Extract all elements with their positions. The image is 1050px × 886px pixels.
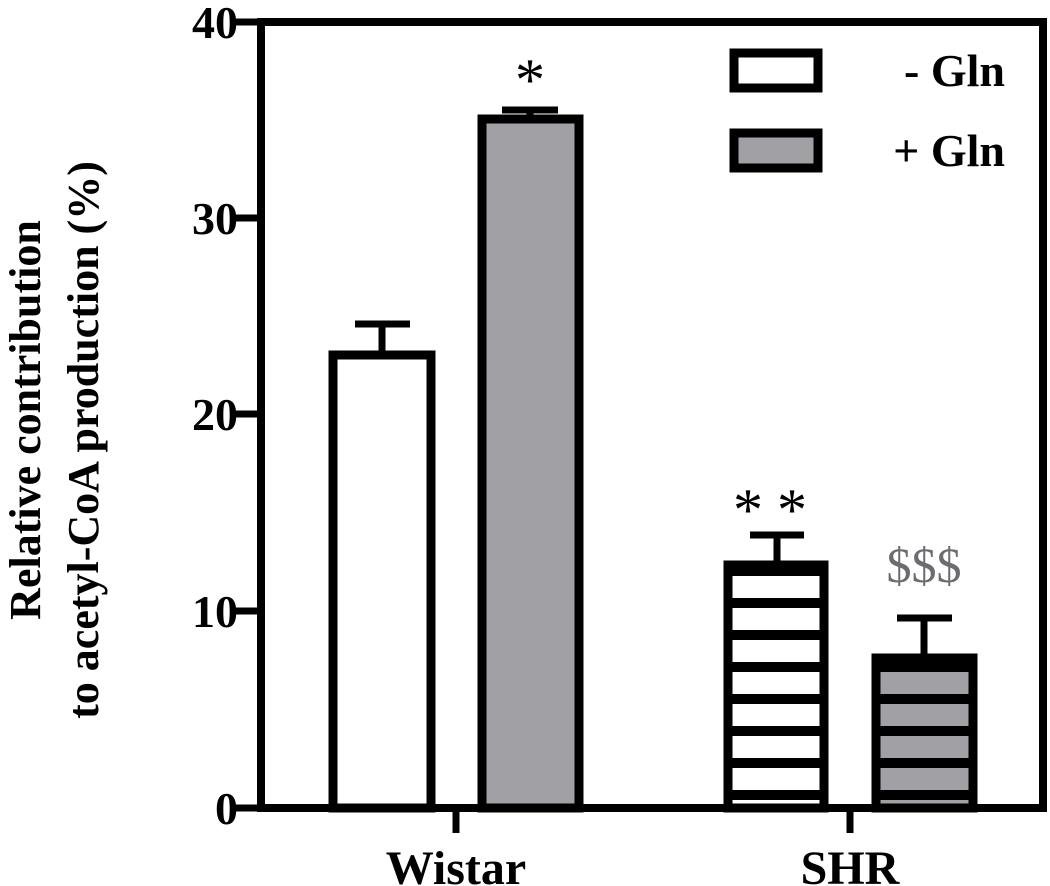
x-label-shr: SHR	[801, 842, 901, 886]
x-label-wistar: Wistar	[386, 842, 526, 886]
bar-wistar-minus-gln	[328, 350, 436, 813]
y-tick-label: 40	[192, 0, 238, 48]
y-axis-label-line-2: to acetyl-CoA production (%)	[59, 161, 108, 719]
bars	[328, 106, 978, 813]
y-tick-label: 20	[192, 389, 238, 440]
legend: - Gln + Gln	[729, 45, 1005, 176]
legend-swatch-minus-gln	[729, 48, 823, 93]
annotation-shr-minus-gln: **	[733, 477, 821, 543]
y-tick-label: 30	[192, 193, 238, 244]
bar-wistar-plus-gln	[477, 114, 584, 813]
annotation-shr-plus-gln: $$$	[887, 537, 962, 593]
annotation-wistar-plus-gln: *	[515, 47, 545, 113]
legend-swatch-plus-gln	[729, 128, 823, 173]
legend-label-plus-gln: + Gln	[893, 125, 1005, 176]
y-tick-labels: 40 30 20 10 0	[192, 0, 238, 834]
x-ticks	[452, 808, 854, 833]
y-axis-label: Relative contribution to acetyl-CoA prod…	[1, 161, 108, 719]
bar-shr-plus-gln	[871, 653, 978, 813]
y-axis-label-line-1: Relative contribution	[1, 220, 50, 620]
annotations: * ** $$$	[515, 47, 962, 593]
y-tick-label: 10	[192, 586, 238, 637]
y-tick-label: 0	[215, 783, 238, 834]
x-tick-labels: Wistar SHR	[386, 842, 901, 886]
legend-label-minus-gln: - Gln	[904, 45, 1005, 96]
bar-shr-minus-gln	[723, 560, 829, 813]
